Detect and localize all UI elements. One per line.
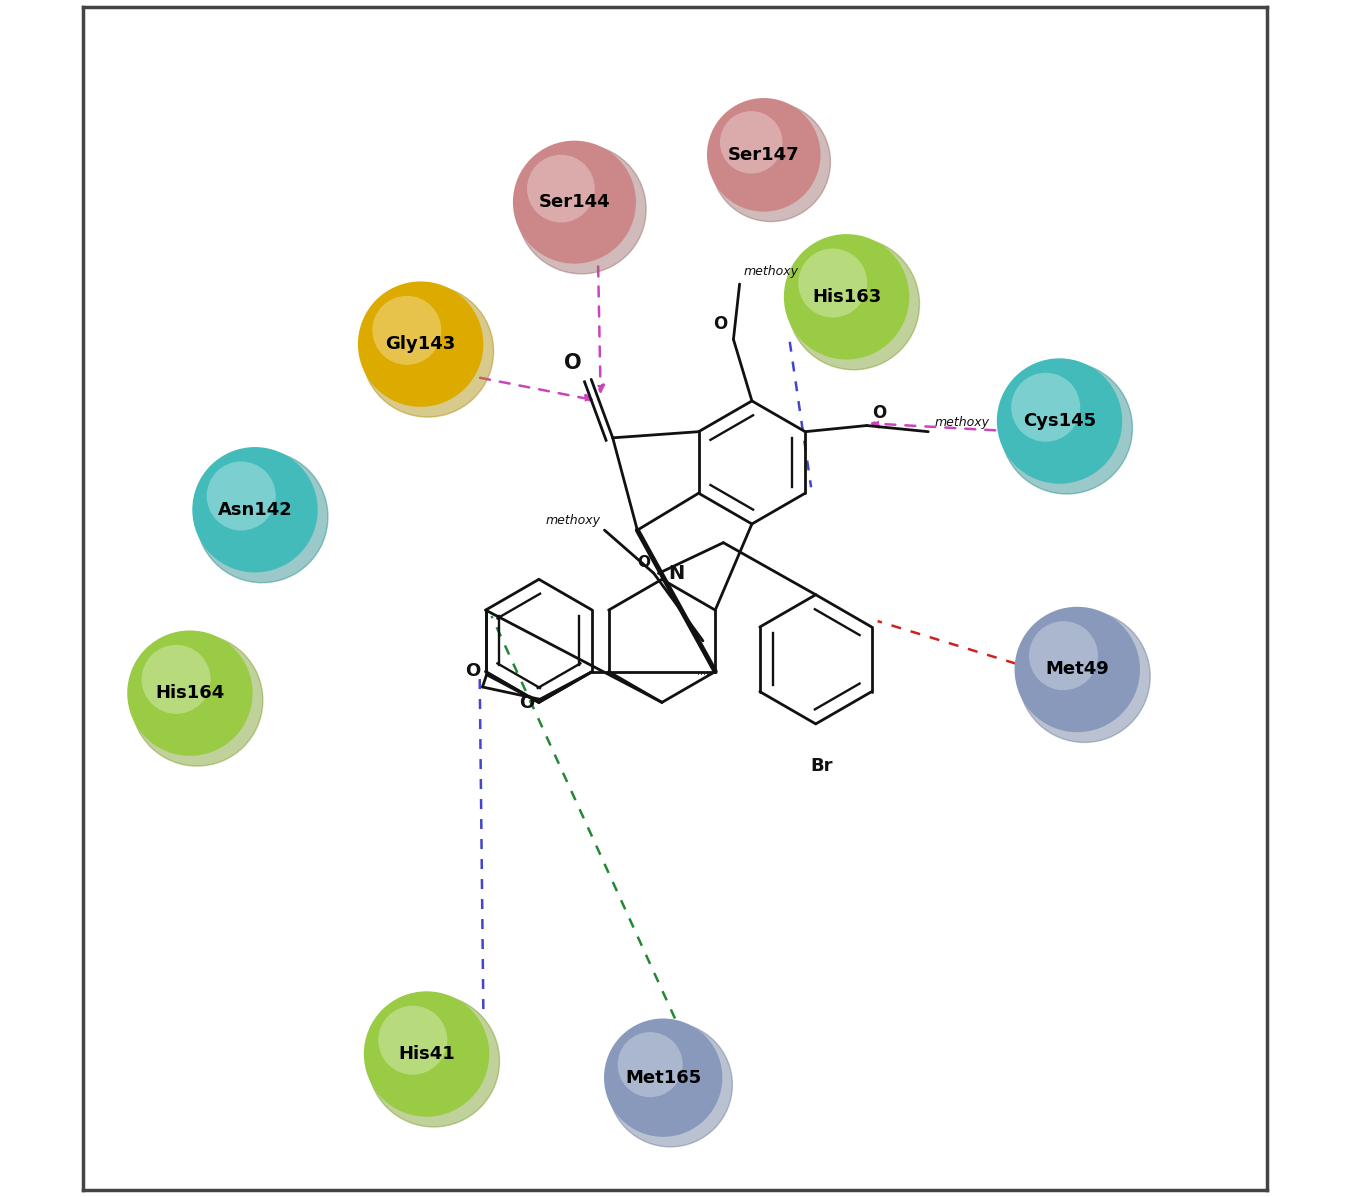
Text: Gly143: Gly143 [386, 335, 456, 353]
Text: O: O [466, 662, 481, 680]
Text: Met49: Met49 [1045, 661, 1110, 679]
Circle shape [364, 991, 489, 1117]
Circle shape [707, 98, 821, 212]
Circle shape [603, 1019, 722, 1137]
Text: His163: His163 [811, 287, 882, 305]
Circle shape [1029, 621, 1098, 691]
Circle shape [1000, 363, 1133, 494]
Text: Ser144: Ser144 [539, 193, 610, 211]
Circle shape [513, 140, 636, 263]
Text: Br: Br [810, 757, 833, 774]
Text: Met165: Met165 [625, 1069, 701, 1087]
Circle shape [784, 235, 910, 359]
Text: methoxy: methoxy [743, 265, 798, 278]
Circle shape [367, 995, 500, 1126]
Circle shape [517, 145, 647, 274]
Circle shape [996, 358, 1122, 484]
Text: O: O [872, 403, 887, 423]
Circle shape [207, 462, 275, 530]
Circle shape [373, 296, 441, 365]
Circle shape [617, 1032, 683, 1098]
Circle shape [1011, 372, 1080, 442]
Text: O: O [713, 316, 728, 334]
Text: O: O [637, 554, 651, 570]
Text: Cys145: Cys145 [1023, 412, 1096, 430]
Circle shape [196, 451, 328, 583]
Text: N: N [668, 564, 684, 583]
Circle shape [788, 238, 919, 370]
Text: O: O [518, 694, 535, 712]
Text: methoxy: methoxy [545, 514, 601, 527]
Text: His164: His164 [155, 685, 224, 703]
Text: methoxy: methoxy [934, 417, 990, 430]
Circle shape [711, 102, 830, 221]
Circle shape [1015, 607, 1139, 733]
Circle shape [798, 249, 867, 317]
Text: His41: His41 [398, 1045, 455, 1063]
Text: Asn142: Asn142 [217, 500, 293, 518]
Circle shape [608, 1022, 733, 1147]
Text: O: O [564, 353, 582, 373]
Circle shape [131, 634, 263, 766]
Circle shape [720, 111, 783, 174]
Circle shape [127, 631, 252, 755]
Circle shape [526, 154, 595, 223]
Circle shape [378, 1005, 447, 1075]
Text: Ser147: Ser147 [728, 146, 799, 164]
Circle shape [142, 645, 211, 713]
Circle shape [362, 285, 494, 417]
Circle shape [192, 446, 317, 572]
Circle shape [1018, 610, 1150, 742]
Circle shape [358, 281, 483, 407]
Text: ....: .... [698, 667, 709, 676]
